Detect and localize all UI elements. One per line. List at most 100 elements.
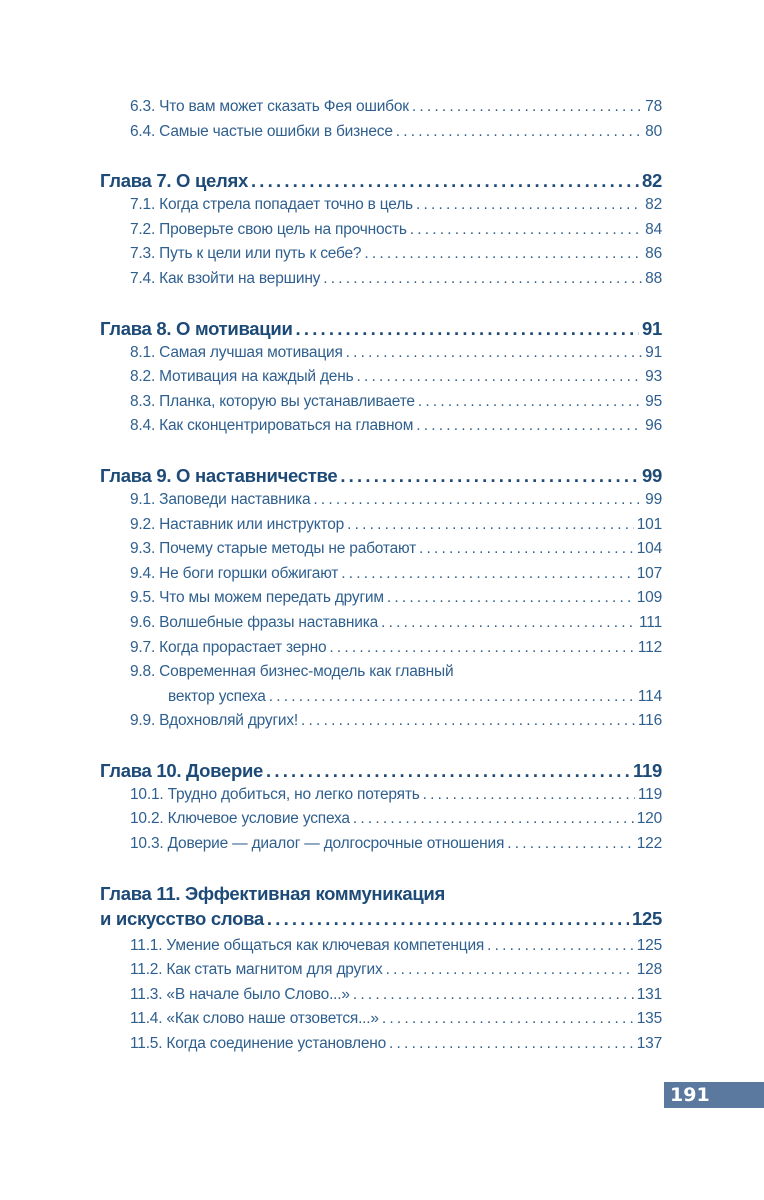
toc-entry: 9.1. Заповеди наставника 99 [100, 488, 662, 513]
toc-entry-page: 116 [637, 712, 662, 730]
toc-entry-page: 137 [636, 1035, 662, 1053]
toc-entry-page: 109 [636, 589, 662, 607]
dot-leader [387, 586, 634, 611]
toc-entry-text: 7.4. Как взойти на вершину [130, 269, 321, 287]
toc-entry: 7.1. Когда стрела попадает точно в цель 8… [100, 193, 662, 218]
dot-leader [507, 832, 634, 857]
dot-leader [416, 193, 642, 218]
toc-entry-text: 8.4. Как сконцентрироваться на главном [130, 417, 414, 435]
toc-entry-text: 7.3. Путь к цели или путь к себе? [130, 245, 362, 263]
dot-leader [356, 365, 642, 390]
toc-entry: 10.2. Ключевое условие успеха 120 [100, 807, 662, 832]
toc-entry-continuation: вектор успеха 114 [100, 685, 662, 710]
dot-leader [389, 1032, 634, 1057]
toc-entry-continuation-text: вектор успеха [168, 687, 266, 705]
page-number-badge: 191 [664, 1082, 764, 1108]
toc-entry-text: 8.2. Мотивация на каждый день [130, 368, 354, 386]
toc-entry-page: 119 [637, 785, 662, 803]
toc-entry-page: 96 [645, 417, 662, 435]
toc-entry-continuation-page: 114 [637, 687, 662, 705]
dot-leader [381, 611, 636, 636]
toc-entry: 9.8. Современная бизнес-модель как главн… [100, 660, 662, 685]
toc-entry: 7.3. Путь к цели или путь к себе? 86 [100, 242, 662, 267]
dot-leader [329, 636, 635, 661]
toc-entry: 11.5. Когда соединение установлено 137 [100, 1032, 662, 1057]
toc-entry: 11.2. Как стать магнитом для других 128 [100, 958, 662, 983]
toc-entry-text: 6.4. Самые частые ошибки в бизнесе [130, 122, 393, 140]
toc-entry-text: 11.1. Умение общаться как ключевая компе… [130, 936, 485, 954]
toc-entry-page: 86 [645, 245, 662, 263]
toc-entry: 8.1. Самая лучшая мотивация 91 [100, 341, 662, 366]
toc-entry-page: 93 [645, 368, 662, 386]
dot-leader [419, 537, 634, 562]
chapter-heading-text: Глава 8. О мотивации [100, 317, 293, 339]
toc-entry-page: 125 [636, 936, 662, 954]
toc-entry: 9.3. Почему старые методы не работают 104 [100, 537, 662, 562]
dot-leader [266, 758, 630, 783]
toc-entry: 9.2. Наставник или инструктор 101 [100, 513, 662, 538]
toc-entry-page: 120 [636, 810, 662, 828]
toc-entry-text: 11.3. «В начале было Слово...» [130, 985, 350, 1003]
toc-entry-text: 9.7. Когда прорастает зерно [130, 638, 327, 656]
dot-leader [364, 242, 642, 267]
toc-entry-page: 111 [639, 613, 662, 631]
chapter-heading-page: 119 [633, 759, 662, 781]
toc-entry-text: 9.3. Почему старые методы не работают [130, 540, 417, 558]
chapter-heading-page: 99 [642, 464, 662, 486]
toc-entry: 7.2. Проверьте свою цель на прочность 84 [100, 218, 662, 243]
toc-entry-text: 10.2. Ключевое условие успеха [130, 810, 350, 828]
dot-leader [423, 783, 635, 808]
dot-leader [323, 267, 642, 292]
toc-entry-text: 7.2. Проверьте свою цель на прочность [130, 220, 407, 238]
dot-leader [386, 958, 634, 983]
dot-leader [346, 341, 643, 366]
toc-entry-page: 112 [637, 638, 662, 656]
chapter-heading-text: Глава 7. О целях [100, 170, 248, 192]
toc-entry: 9.6. Волшебные фразы наставника 111 [100, 611, 662, 636]
toc-entry-text: 9.8. Современная бизнес-модель как главн… [130, 663, 454, 681]
chapter-heading-text: Глава 10. Доверие [100, 759, 264, 781]
toc-entry-text: 8.1. Самая лучшая мотивация [130, 343, 343, 361]
toc-entry-page: 122 [636, 835, 662, 853]
dot-leader [418, 390, 642, 415]
dot-leader [487, 934, 634, 959]
toc-entry: 10.1. Трудно добиться, но легко потерять… [100, 783, 662, 808]
dot-leader [353, 807, 634, 832]
dot-leader [382, 1007, 634, 1032]
toc-entry: 8.3. Планка, которую вы устанавливаете 95 [100, 390, 662, 415]
dot-leader [301, 709, 635, 734]
table-of-contents: 6.3. Что вам может сказать Фея ошибок786… [100, 95, 662, 1057]
chapter-block: Глава 11. Эффективная коммуникация и иску… [100, 881, 662, 1057]
toc-entry-text: 10.3. Доверие — диалог — долгосрочные от… [130, 835, 505, 853]
chapter-heading-page: 91 [642, 317, 662, 339]
toc-entry: 11.4. «Как слово наше отзовется...» 135 [100, 1007, 662, 1032]
chapter-block: Глава 9. О наставничестве 999.1. Заповеди… [100, 463, 662, 734]
chapter-block: Глава 8. О мотивации918.1. Самая лучшая … [100, 316, 662, 439]
chapter-heading: Глава 10. Доверие 119 [100, 758, 662, 783]
toc-entry-page: 99 [645, 490, 662, 508]
toc-entry-text: 8.3. Планка, которую вы устанавливаете [130, 392, 415, 410]
toc-entry-text: 9.2. Наставник или инструктор [130, 515, 345, 533]
chapter-heading-page: 82 [642, 170, 662, 192]
dot-leader [347, 513, 634, 538]
toc-entry-page: 88 [645, 269, 662, 287]
toc-entry: 9.7. Когда прорастает зерно 112 [100, 636, 662, 661]
chapter-heading: Глава 11. Эффективная коммуникация [100, 881, 662, 906]
toc-entry-text: 10.1. Трудно добиться, но легко потерять [130, 785, 420, 803]
chapter-heading-text: Глава 9. О наставничестве [100, 464, 338, 486]
toc-entry-text: 9.9. Вдохновляй других! [130, 712, 299, 730]
dot-leader [396, 120, 642, 145]
toc-entry-text: 7.1. Когда стрела попадает точно в цель [130, 196, 413, 214]
chapter-block: Глава 10. Доверие11910.1. Трудно добитьс… [100, 758, 662, 857]
toc-entry: 8.2. Мотивация на каждый день 93 [100, 365, 662, 390]
chapter-heading: Глава 9. О наставничестве 99 [100, 463, 662, 488]
dot-leader [341, 562, 634, 587]
chapter-heading: Глава 7. О целях 82 [100, 168, 662, 193]
dot-leader [313, 488, 642, 513]
dot-leader [267, 906, 629, 931]
toc-entry-page: 135 [636, 1010, 662, 1028]
toc-entry-page: 78 [645, 98, 662, 115]
toc-entry-text: 9.5. Что мы можем передать другим [130, 589, 384, 607]
toc-entry: 6.4. Самые частые ошибки в бизнесе 80 [100, 120, 662, 145]
toc-entry-text: 11.2. Как стать магнитом для других [130, 961, 383, 979]
